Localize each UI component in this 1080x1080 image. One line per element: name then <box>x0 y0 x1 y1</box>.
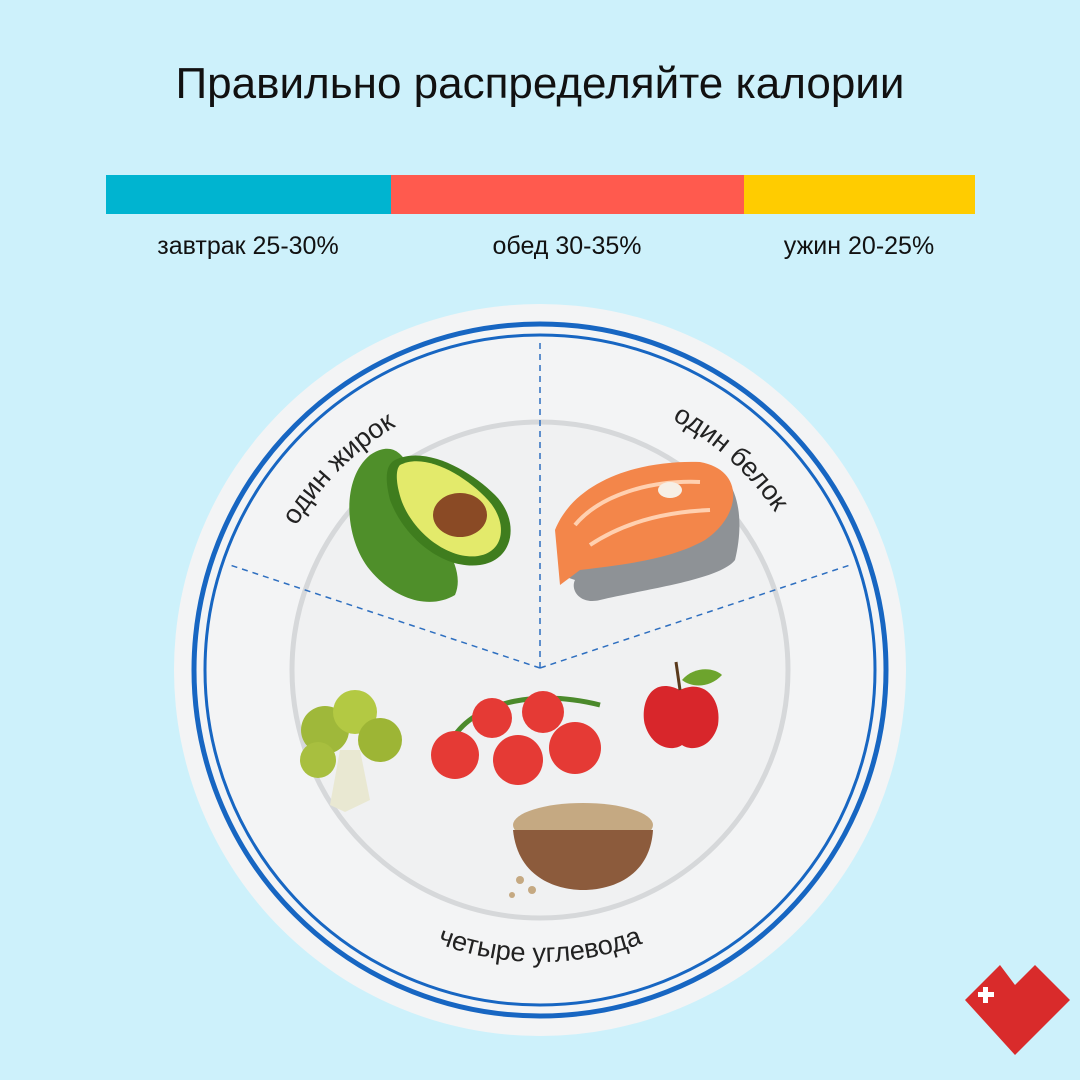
plate-ring <box>191 321 889 1019</box>
plate-ring <box>203 333 877 1007</box>
meal-label: обед 30-35% <box>493 232 642 260</box>
salmon-icon <box>555 461 740 601</box>
title: Правильно распределяйте калории <box>176 59 905 108</box>
avocado-icon <box>349 448 511 602</box>
meal-label: ужин 20-25% <box>784 232 934 260</box>
bar-segment <box>391 175 744 214</box>
apple-icon <box>643 661 722 749</box>
tomatoes-icon <box>431 691 601 785</box>
bar-segment <box>106 175 391 214</box>
bar-segment <box>744 175 975 214</box>
broccoli-icon <box>300 690 402 812</box>
grain-bowl-icon <box>509 803 653 898</box>
meal-label: завтрак 25-30% <box>157 232 338 260</box>
dividers <box>229 338 851 669</box>
calorie-bar: завтрак 25-30% обед 30-35% ужин 20-25% <box>106 175 975 260</box>
logo <box>965 965 1070 1055</box>
